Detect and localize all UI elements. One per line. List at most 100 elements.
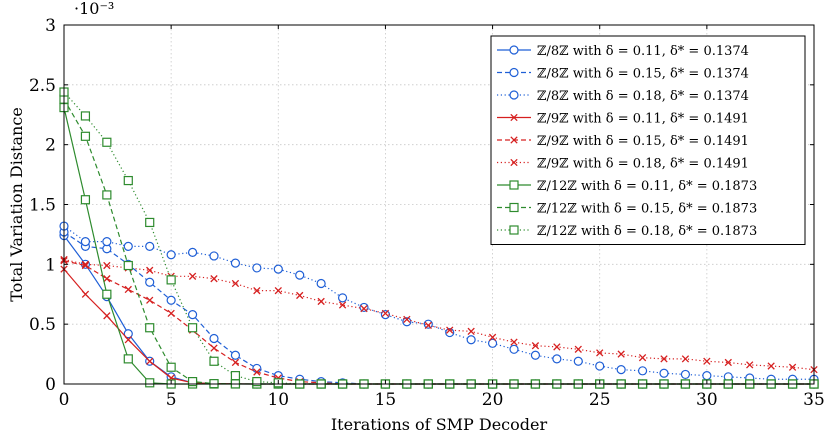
point-marker-square [102, 190, 112, 200]
legend-label: ℤ/9ℤ with δ = 0.11, δ* = 0.1491 [537, 112, 749, 127]
point-marker-circle [316, 278, 326, 289]
point-marker-x [103, 261, 111, 270]
point-marker-x [360, 304, 368, 313]
point-marker-x [231, 279, 240, 288]
point-marker-square [209, 356, 219, 366]
series-6 [60, 255, 818, 374]
point-marker-circle [530, 350, 541, 360]
point-marker-circle [295, 270, 305, 280]
legend-item: ℤ/12ℤ with δ = 0.15, δ* = 0.1873 [497, 202, 757, 217]
legend-label: ℤ/9ℤ with δ = 0.18, δ* = 0.1491 [537, 157, 749, 172]
point-marker-square [509, 180, 519, 190]
legend-label: ℤ/9ℤ with δ = 0.15, δ* = 0.1491 [537, 134, 749, 149]
legend-item: ℤ/9ℤ with δ = 0.18, δ* = 0.1491 [497, 157, 749, 172]
point-marker-circle [509, 90, 519, 100]
y-tick-label: 3 [45, 16, 56, 36]
point-marker-x [210, 344, 218, 352]
legend-label: ℤ/12ℤ with δ = 0.15, δ* = 0.1873 [537, 202, 757, 217]
point-marker-square [187, 323, 198, 333]
legend-item: ℤ/12ℤ with δ = 0.18, δ* = 0.1873 [497, 224, 757, 239]
point-marker-square [187, 377, 198, 387]
point-marker-square [166, 275, 176, 285]
point-marker-x [231, 358, 240, 367]
point-marker-x [81, 290, 90, 298]
x-tick-label: 35 [803, 390, 825, 410]
legend-label: ℤ/8ℤ with δ = 0.15, δ* = 0.1374 [537, 67, 749, 82]
legend-item: ℤ/8ℤ with δ = 0.18, δ* = 0.1374 [497, 89, 749, 104]
point-marker-circle [380, 309, 391, 320]
point-marker-square [252, 377, 262, 387]
y-tick-label: 1 [45, 255, 56, 275]
point-marker-x [424, 321, 432, 330]
point-marker-square [80, 195, 91, 205]
legend-item: ℤ/12ℤ with δ = 0.11, δ* = 0.1873 [497, 179, 757, 194]
point-marker-circle [637, 366, 648, 376]
x-tick-label: 0 [59, 390, 70, 410]
x-tick-label: 10 [267, 390, 289, 410]
axis-ticks: 0 5 10 15 20 25 30 35 0 0.5 1 1.5 2 2.5 3 [29, 16, 825, 410]
point-marker-x [146, 357, 154, 365]
point-marker-square [509, 202, 519, 213]
point-marker-circle [595, 361, 605, 371]
point-marker-x [103, 312, 111, 320]
point-marker-x [296, 291, 304, 300]
point-marker-circle [487, 338, 498, 348]
point-marker-circle [273, 264, 283, 274]
point-marker-square [145, 217, 155, 228]
point-marker-circle [166, 295, 176, 305]
series-line [63, 235, 814, 385]
point-marker-x [403, 315, 411, 324]
point-marker-circle [466, 335, 476, 345]
point-marker-x [338, 301, 347, 309]
point-marker-circle [187, 247, 198, 257]
point-marker-x [724, 358, 732, 367]
point-marker-circle [145, 241, 155, 251]
point-marker-x [553, 343, 561, 351]
point-marker-circle [509, 344, 519, 354]
legend-item: ℤ/9ℤ with δ = 0.11, δ* = 0.1491 [497, 112, 749, 127]
point-marker-x [446, 326, 454, 334]
legend-label: ℤ/12ℤ with δ = 0.18, δ* = 0.1873 [537, 224, 757, 239]
point-marker-circle [337, 293, 348, 303]
point-marker-circle [573, 356, 583, 366]
point-marker-square [145, 378, 155, 388]
point-marker-circle [402, 317, 412, 327]
point-marker-circle [509, 45, 519, 55]
point-marker-circle [552, 354, 562, 364]
series-line [63, 268, 814, 385]
point-marker-circle [123, 329, 133, 339]
legend-box [490, 35, 806, 245]
legend-label: ℤ/8ℤ with δ = 0.18, δ* = 0.1374 [537, 89, 749, 104]
point-marker-circle [680, 369, 691, 380]
point-marker-x [210, 275, 218, 283]
y-axis-exponent-label: ·10⁻³ [74, 0, 114, 18]
point-marker-x [253, 287, 261, 295]
point-marker-x [488, 333, 497, 341]
point-marker-x [124, 336, 132, 344]
point-marker-circle [166, 250, 176, 260]
point-marker-square [145, 323, 155, 333]
point-marker-x [638, 354, 647, 362]
legend-label: ℤ/8ℤ with δ = 0.11, δ* = 0.1374 [537, 44, 749, 59]
point-marker-x [317, 297, 325, 306]
point-marker-circle [359, 302, 369, 313]
point-marker-square [509, 225, 519, 235]
point-marker-x [274, 287, 282, 295]
point-marker-x [574, 345, 582, 353]
series-line [63, 225, 814, 380]
series-line [63, 258, 815, 371]
point-marker-x [103, 275, 111, 283]
legend-item: ℤ/9ℤ with δ = 0.15, δ* = 0.1491 [497, 134, 749, 149]
y-tick-label: 2.5 [29, 76, 56, 96]
point-marker-circle [702, 371, 712, 381]
point-marker-x [703, 357, 711, 365]
series-line [63, 260, 814, 385]
point-marker-square [123, 175, 133, 186]
point-marker-x [510, 338, 518, 346]
x-tick-label: 5 [166, 390, 177, 410]
point-marker-x [253, 368, 261, 376]
point-marker-circle [187, 309, 198, 320]
point-marker-square [102, 289, 112, 299]
legend-item: ℤ/8ℤ with δ = 0.15, δ* = 0.1374 [497, 67, 749, 82]
